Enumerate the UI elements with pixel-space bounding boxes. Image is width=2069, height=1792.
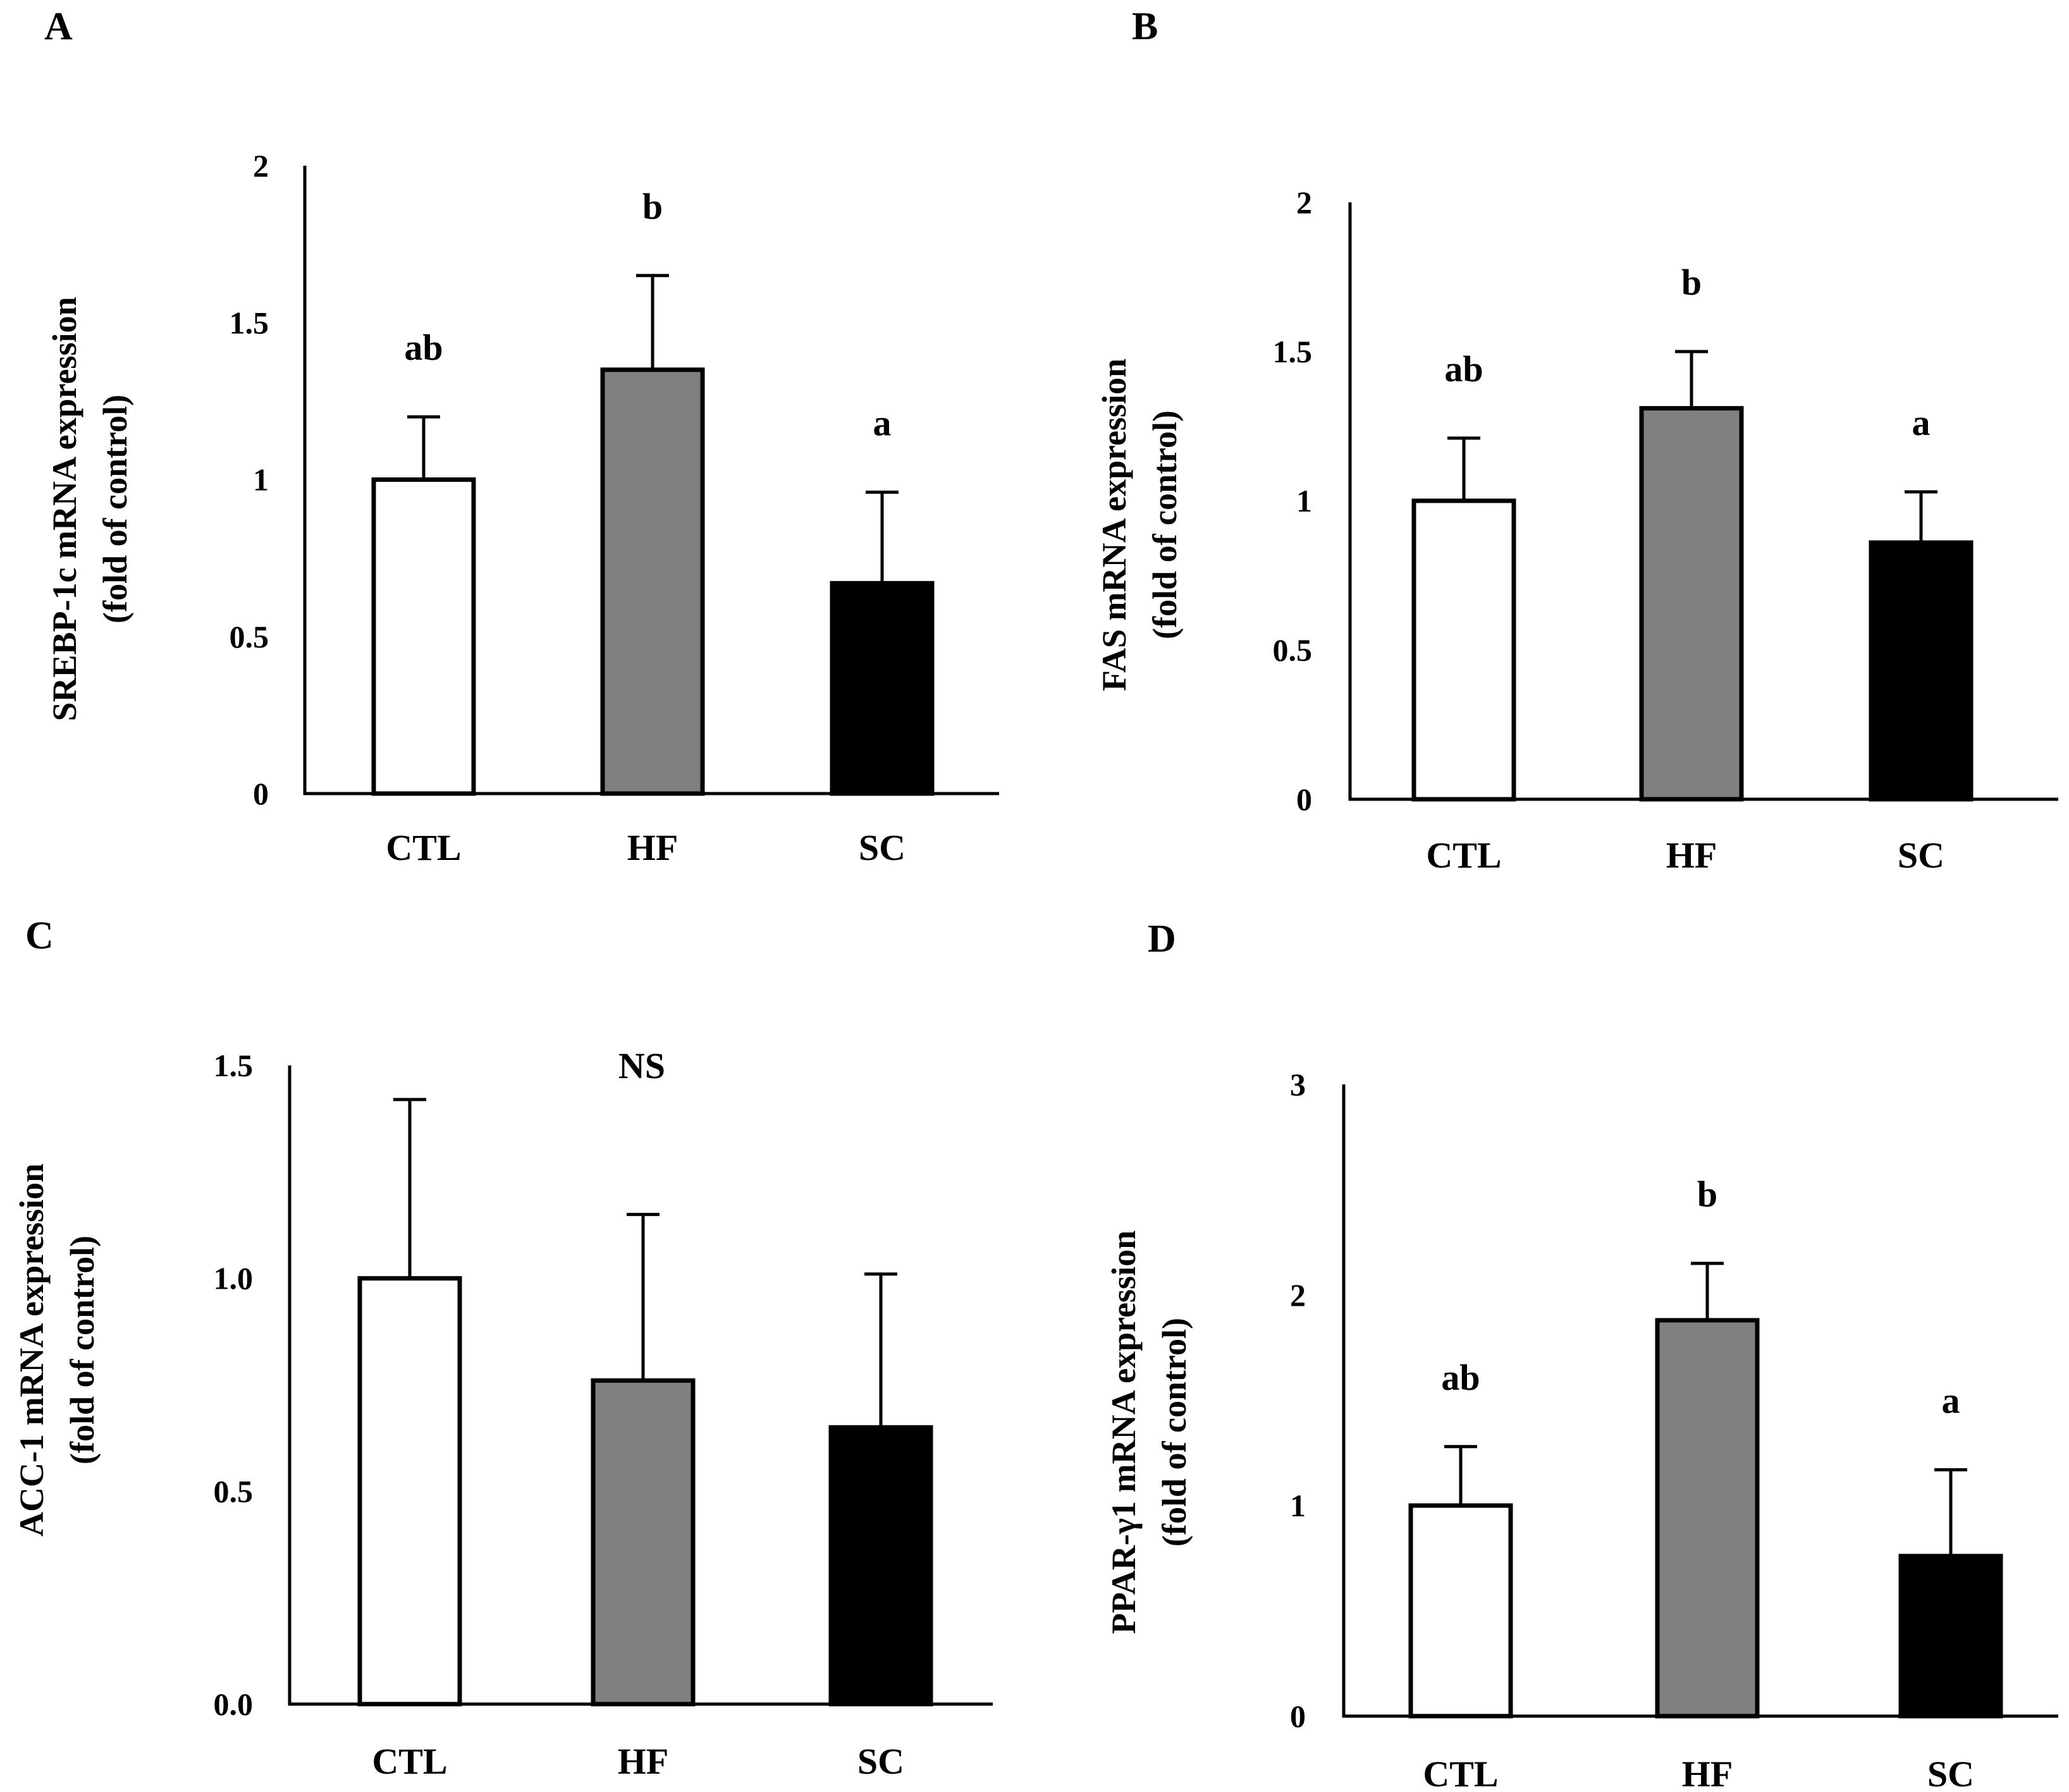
- y-axis-label-units: (fold of control): [96, 395, 134, 623]
- y-axis-label: ACC-1 mRNA expression: [13, 1163, 51, 1537]
- y-tick-label: 1.5: [1273, 334, 1313, 369]
- panel-letter: C: [25, 914, 54, 957]
- bar-ctl: [357, 1276, 462, 1707]
- y-tick-label: 0: [253, 776, 269, 811]
- y-axis-label-units: (fold of control): [1155, 1318, 1193, 1547]
- y-tick-label: 1.5: [214, 1048, 254, 1083]
- panel-d: D PPAR-γ1 mRNA expression (fold of control…: [1105, 917, 2058, 1792]
- x-tick-label: HF: [627, 827, 678, 868]
- y-axis-label: SREBP-1c mRNA expression: [46, 297, 83, 721]
- x-tick-label: HF: [618, 1741, 669, 1782]
- y-axis-label: FAS mRNA expression: [1095, 359, 1133, 691]
- y-tick-label: 1: [1290, 1488, 1306, 1523]
- significance-label: b: [1697, 1174, 1717, 1215]
- panel-c: C ACC-1 mRNA expression (fold of control) C…: [13, 914, 993, 1782]
- y-tick-label: 1: [1296, 483, 1312, 519]
- y-tick-label: 2: [1290, 1277, 1306, 1313]
- y-tick-label: 1: [253, 462, 269, 498]
- y-axis-label-units: (fold of control): [1146, 410, 1184, 639]
- x-tick-label: HF: [1666, 835, 1717, 876]
- bar-sc: [1869, 540, 1974, 802]
- bar-hf: [1639, 406, 1744, 802]
- x-tick-label: CTL: [1426, 835, 1501, 876]
- y-tick-label: 0.5: [1273, 632, 1313, 668]
- y-tick-label: 3: [1290, 1067, 1306, 1102]
- significance-label: a: [873, 402, 892, 443]
- significance-label: ab: [1444, 348, 1483, 390]
- y-tick-label: 0.5: [214, 1473, 254, 1509]
- bar-hf: [1655, 1318, 1760, 1719]
- significance-label: a: [1942, 1380, 1960, 1421]
- panel-a: A SREBP-1c mRNA expression (fold of contro…: [44, 5, 999, 868]
- y-tick-label: 0: [1296, 782, 1312, 817]
- panel-letter: B: [1132, 5, 1158, 48]
- x-tick-label: SC: [857, 1741, 904, 1782]
- y-axis-label-units: (fold of control): [63, 1236, 101, 1464]
- bar-ctl: [1411, 498, 1516, 802]
- bar-sc: [830, 580, 935, 796]
- y-tick-label: 1.0: [214, 1261, 254, 1296]
- x-tick-label: HF: [1682, 1753, 1733, 1792]
- y-axis-label: PPAR-γ1 mRNA expression: [1105, 1230, 1143, 1634]
- y-tick-label: 0.0: [214, 1686, 254, 1722]
- significance-label: ab: [404, 327, 443, 368]
- significance-label-ns: NS: [618, 1045, 665, 1086]
- x-tick-label: CTL: [372, 1741, 447, 1782]
- x-tick-label: SC: [859, 827, 906, 868]
- panel-b: B FAS mRNA expression (fold of control) CTL…: [1095, 5, 2058, 876]
- y-tick-label: 1.5: [230, 305, 269, 340]
- y-tick-label: 2: [253, 148, 269, 183]
- bar-hf: [591, 1378, 696, 1707]
- panel-letter: D: [1148, 917, 1176, 960]
- y-tick-label: 2: [1296, 185, 1312, 220]
- bar-hf: [600, 367, 705, 796]
- x-tick-label: SC: [1898, 835, 1944, 876]
- x-tick-label: CTL: [1423, 1753, 1498, 1792]
- x-tick-label: SC: [1927, 1753, 1974, 1792]
- significance-label: b: [1681, 262, 1702, 303]
- significance-label: a: [1912, 402, 1931, 443]
- significance-label: b: [642, 186, 663, 227]
- y-tick-label: 0: [1290, 1698, 1306, 1734]
- bar-sc: [1898, 1554, 2003, 1719]
- bar-ctl: [1408, 1503, 1513, 1719]
- panel-letter: A: [44, 5, 73, 48]
- y-tick-label: 0.5: [230, 619, 269, 654]
- bar-sc: [828, 1425, 933, 1707]
- bar-ctl: [371, 477, 476, 796]
- significance-label: ab: [1441, 1357, 1480, 1398]
- x-tick-label: CTL: [386, 827, 461, 868]
